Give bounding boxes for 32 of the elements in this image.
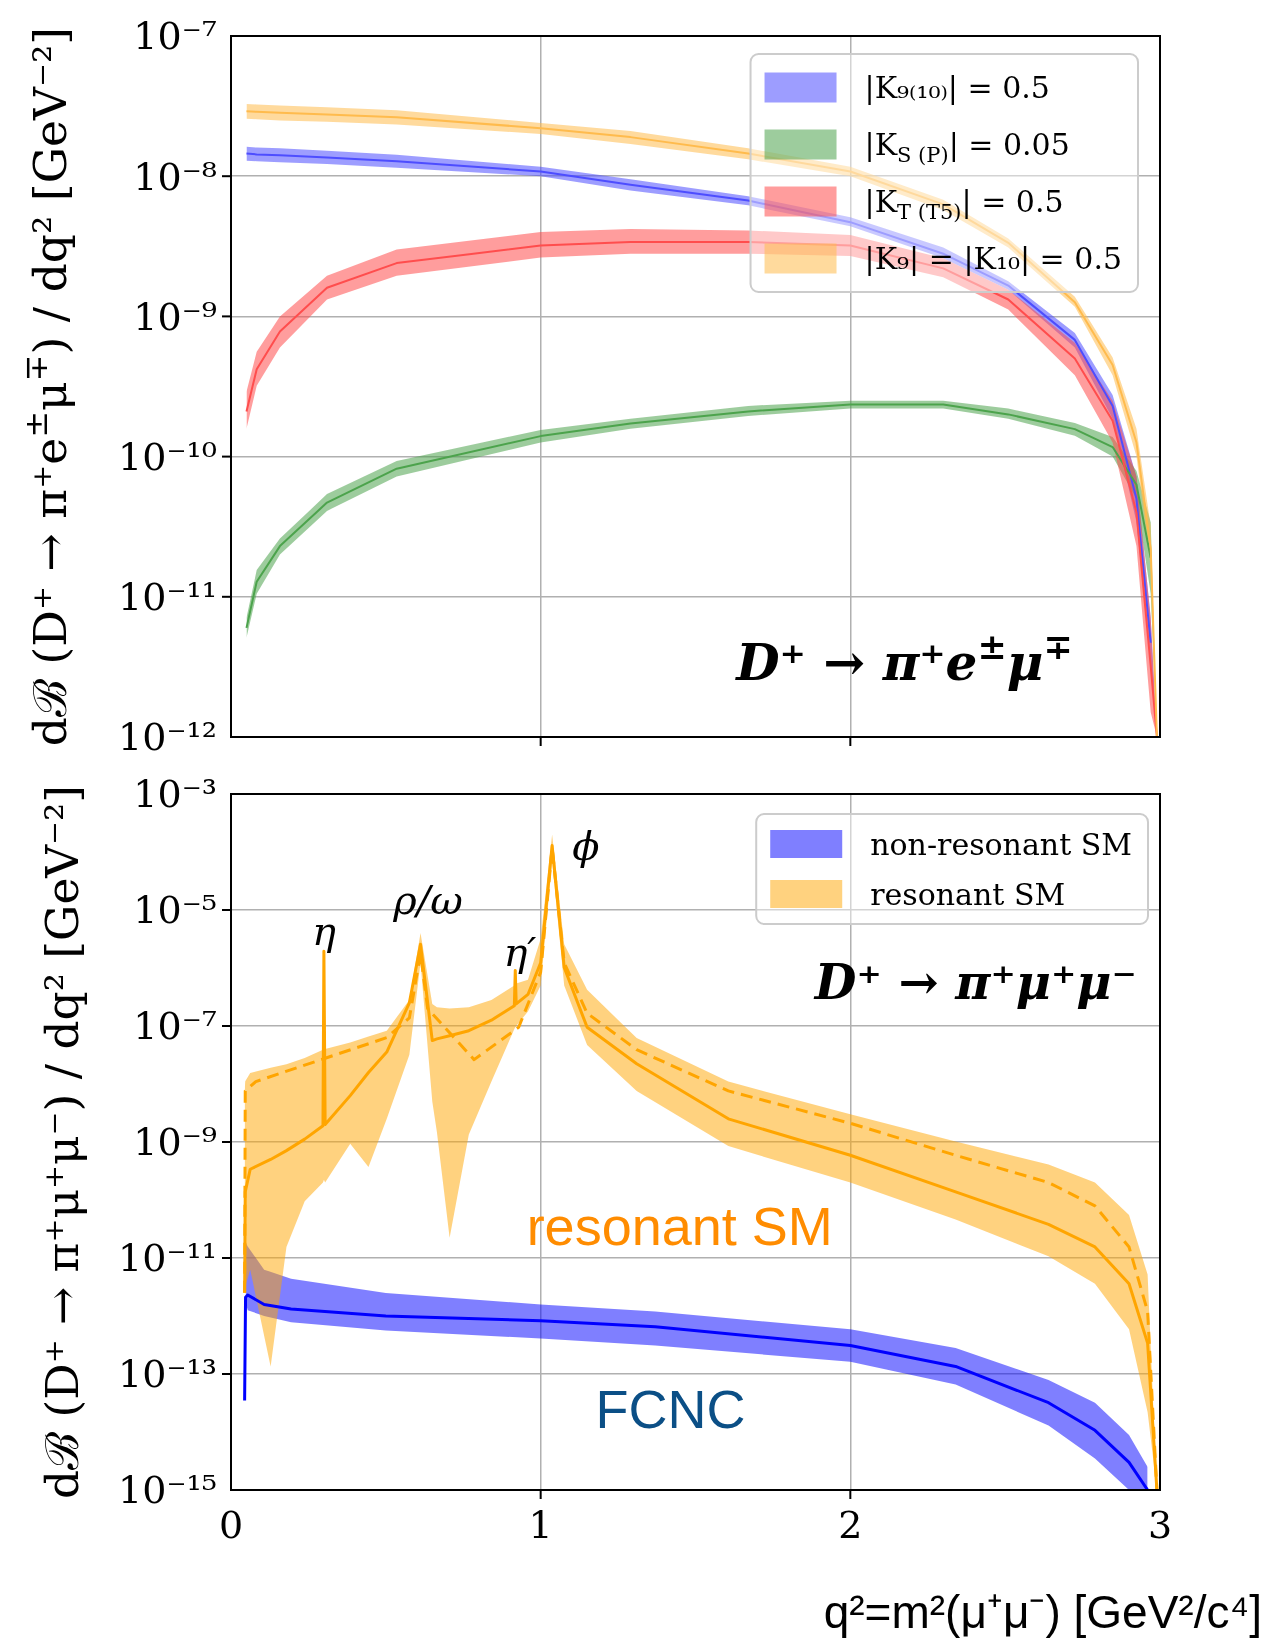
y-tick-label: 10⁻¹¹ xyxy=(118,575,218,620)
y-tick-label: 10⁻¹¹ xyxy=(118,1236,218,1281)
annotation: η xyxy=(311,908,336,955)
y-tick-label: 10⁻¹⁰ xyxy=(118,434,218,479)
legend-label: non-resonant SM xyxy=(870,826,1133,862)
annotation: ρ/ω xyxy=(392,876,463,923)
y-tick-label: 10⁻⁵ xyxy=(133,888,218,933)
y-tick-label: 10⁻⁷ xyxy=(133,1004,218,1049)
x-tick-label: 3 xyxy=(1147,1503,1173,1547)
y-tick-label: 10⁻¹² xyxy=(118,715,218,760)
y-axis-title: dℬ (D⁺ → π⁺e±μ∓) / dq² [GeV⁻²] xyxy=(16,26,77,747)
y-tick-label: 10⁻⁸ xyxy=(133,154,218,199)
y-tick-label: 10⁻⁷ xyxy=(133,14,218,59)
y-tick-label: 10⁻¹⁵ xyxy=(118,1468,218,1513)
x-tick-label: 1 xyxy=(528,1503,553,1547)
annotation: D⁺ → π⁺μ⁺μ⁻ xyxy=(812,953,1137,1010)
x-axis-title: q²=m²(μ⁺μ⁻) [GeV²/c⁴] xyxy=(823,1586,1262,1638)
x-tick-label: 2 xyxy=(838,1503,863,1547)
x-tick-label: 0 xyxy=(218,1503,244,1547)
y-tick-label: 10⁻¹³ xyxy=(118,1352,218,1397)
annotation: resonant SM xyxy=(526,1195,833,1256)
y-tick-label: 10⁻⁹ xyxy=(133,294,218,339)
annotation: D⁺ → π⁺e±μ∓ xyxy=(734,626,1073,693)
y-tick-label: 10⁻³ xyxy=(133,772,218,817)
y-axis-title: dℬ (D⁺ → π⁺μ⁺μ⁻) / dq² [GeV⁻²] xyxy=(35,784,89,1500)
legend-label: resonant SM xyxy=(870,876,1066,912)
legend-label: |K₉₍₁₀₎| = 0.5 xyxy=(864,70,1050,105)
legend-label: |K₉| = |K₁₀| = 0.5 xyxy=(864,241,1123,276)
annotation: η′ xyxy=(503,929,537,976)
y-tick-label: 10⁻⁹ xyxy=(133,1120,218,1165)
annotation: FCNC xyxy=(595,1378,746,1439)
annotation: ϕ xyxy=(572,822,600,869)
